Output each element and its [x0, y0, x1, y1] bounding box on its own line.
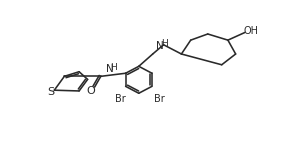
Text: N: N — [156, 40, 164, 51]
Text: O: O — [86, 86, 95, 96]
Text: Br: Br — [153, 94, 164, 104]
Text: H: H — [161, 39, 168, 48]
Text: OH: OH — [244, 26, 259, 36]
Text: S: S — [47, 87, 54, 97]
Text: H: H — [111, 63, 117, 72]
Text: Br: Br — [115, 94, 125, 104]
Text: N: N — [106, 64, 114, 74]
